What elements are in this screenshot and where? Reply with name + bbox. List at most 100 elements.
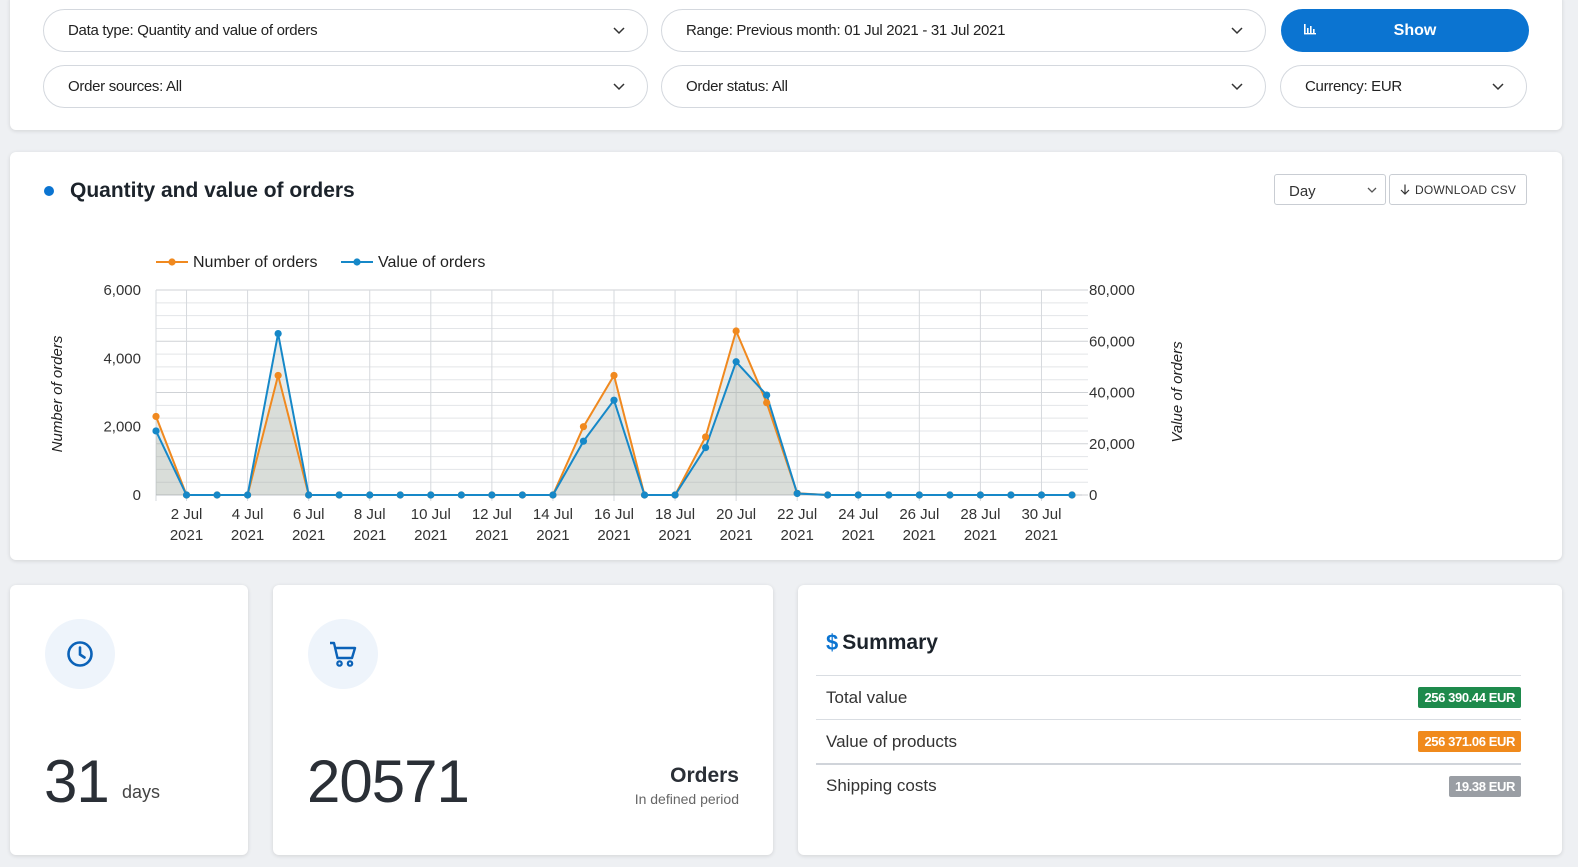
clock-icon [67, 641, 93, 667]
chart-title: Quantity and value of orders [70, 179, 355, 202]
data-point [885, 491, 893, 499]
x-tick-label: 2021 [842, 527, 875, 544]
x-tick-label: 30 Jul [1021, 506, 1061, 523]
order-sources-label: Order sources: All [68, 78, 182, 95]
data-point [1007, 491, 1015, 499]
download-csv-button[interactable]: DOWNLOAD CSV [1389, 174, 1527, 205]
y-axis-ticks: 0 2,000 4,000 6,000 [103, 282, 141, 504]
x-tick-label: 2021 [597, 527, 630, 544]
data-point [824, 491, 832, 499]
chart-legend[interactable]: Number of orders Value of orders [156, 254, 485, 271]
legend-swatch-dot [168, 258, 176, 266]
data-point [732, 327, 740, 335]
x-tick-label: 10 Jul [411, 506, 451, 523]
x-tick-label: 22 Jul [777, 506, 817, 523]
summary-row-products: Value of products 256 371.06 EUR [816, 719, 1521, 763]
summary-row-label: Total value [826, 687, 908, 707]
x-tick-label: 2021 [475, 527, 508, 544]
x-tick-label: 2021 [231, 527, 264, 544]
x-axis-ticks: 2 Jul 2021 4 Jul 2021 6 Jul 2021 8 Jul 2021 10 J… [170, 506, 1062, 544]
x-tick-label: 2021 [903, 527, 936, 544]
granularity-value: Day [1289, 183, 1316, 200]
orders-value: 20571 [307, 748, 470, 815]
chevron-down-icon [613, 82, 625, 90]
y2-axis-label: Value of orders [1169, 341, 1186, 443]
y2-tick-label: 0 [1089, 487, 1097, 504]
summary-row-value: 256 390.44 EUR [1418, 687, 1521, 708]
x-tick-label: 2021 [414, 527, 447, 544]
data-point [702, 443, 710, 452]
y-axis-label: Number of orders [49, 335, 66, 452]
y-tick-label: 2,000 [103, 419, 141, 436]
filters-panel: Data type: Quantity and value of orders … [10, 0, 1562, 130]
summary-row-value: 256 371.06 EUR [1418, 731, 1521, 752]
chevron-down-icon [1492, 82, 1504, 90]
y2-tick-label: 60,000 [1089, 333, 1135, 350]
data-point [763, 399, 771, 407]
orders-card: 20571 Orders In defined period [273, 585, 773, 855]
data-point [610, 371, 618, 380]
data-point [854, 491, 862, 499]
y-tick-label: 6,000 [103, 282, 141, 299]
y-tick-label: 0 [133, 487, 141, 504]
data-point [488, 491, 496, 499]
show-button-label: Show [1393, 21, 1437, 39]
data-type-select[interactable]: Data type: Quantity and value of orders [43, 9, 648, 52]
data-point [702, 433, 710, 441]
data-point [274, 371, 282, 380]
summary-row-label: Shipping costs [826, 776, 937, 795]
order-sources-select[interactable]: Order sources: All [43, 65, 648, 108]
download-csv-label: DOWNLOAD CSV [1414, 182, 1517, 197]
summary-row-total: Total value 256 390.44 EUR [816, 675, 1521, 719]
granularity-select[interactable]: Day [1274, 174, 1386, 205]
data-point [335, 491, 343, 499]
days-value: 31 [44, 748, 110, 815]
data-point [213, 491, 221, 499]
summary-title: $ Summary [826, 630, 938, 656]
range-select[interactable]: Range: Previous month: 01 Jul 2021 - 31 … [661, 9, 1266, 52]
x-tick-label: 2021 [658, 527, 691, 544]
data-point [274, 329, 282, 338]
data-point [427, 491, 435, 499]
range-label: Range: Previous month: 01 Jul 2021 - 31 … [686, 22, 1006, 39]
x-tick-label: 16 Jul [594, 506, 634, 523]
data-point [1037, 491, 1046, 499]
x-tick-label: 2021 [1025, 527, 1058, 544]
legend-entry: Number of orders [193, 254, 318, 271]
y-tick-label: 4,000 [103, 350, 141, 367]
summary-card: $ Summary Total value 256 390.44 EUR Val… [798, 585, 1562, 855]
summary-row-shipping: Shipping costs 19.38 EUR [816, 763, 1521, 807]
x-tick-label: 14 Jul [533, 506, 573, 523]
series-area [156, 333, 1072, 495]
y2-tick-label: 40,000 [1089, 385, 1135, 402]
data-point [152, 427, 160, 435]
chart-areas [156, 331, 1072, 495]
data-point [152, 412, 160, 421]
title-dot [44, 186, 54, 196]
summary-row-label: Value of products [826, 731, 958, 751]
x-tick-label: 2 Jul [171, 506, 203, 523]
series-area [156, 331, 1072, 495]
x-tick-label: 2021 [719, 527, 752, 544]
data-type-label: Data type: Quantity and value of orders [68, 22, 318, 39]
data-point [366, 491, 374, 499]
orders-sublabel: In defined period [634, 791, 739, 807]
chevron-down-icon [1231, 82, 1243, 90]
data-point [1068, 491, 1076, 499]
download-arrow-icon [1400, 184, 1410, 195]
bar-chart-icon [1304, 24, 1316, 35]
currency-select[interactable]: Currency: EUR [1280, 65, 1527, 108]
order-status-label: Order status: All [686, 78, 788, 95]
orders-chart: 0 2,000 4,000 6,000 0 20,000 40,000 60,000 80,0… [49, 254, 1186, 544]
x-tick-label: 28 Jul [960, 506, 1000, 523]
data-point [732, 358, 740, 366]
chevron-down-icon [1367, 187, 1377, 193]
order-status-select[interactable]: Order status: All [661, 65, 1266, 108]
data-point [182, 491, 191, 499]
x-tick-label: 12 Jul [472, 506, 512, 523]
show-button[interactable]: Show [1281, 9, 1529, 52]
y2-tick-label: 80,000 [1089, 282, 1135, 299]
legend-swatch-dot [353, 258, 361, 266]
x-tick-label: 2021 [781, 527, 814, 544]
days-card: 31 days [10, 585, 248, 855]
